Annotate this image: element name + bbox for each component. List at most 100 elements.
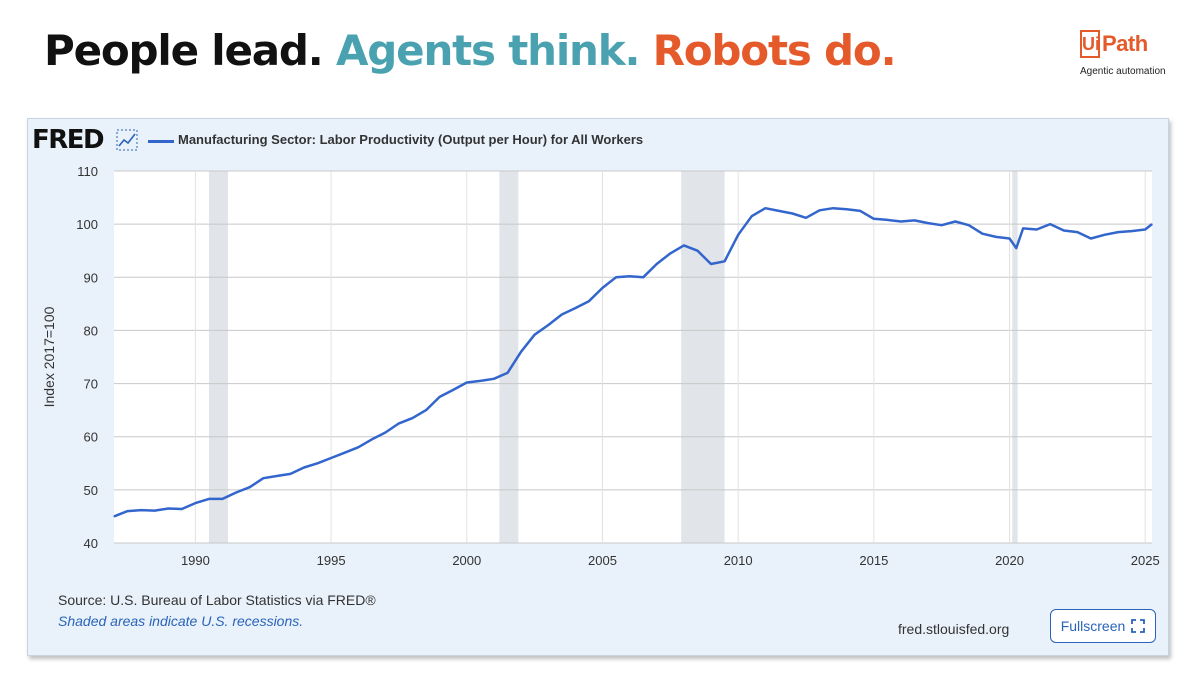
data-point (696, 250, 699, 252)
logo-ui-box: Ui (1080, 30, 1100, 58)
data-point (303, 466, 305, 469)
logo-path-text: Path (1102, 31, 1148, 56)
y-axis-label: Index 2017=100 (41, 306, 57, 407)
data-point (846, 208, 848, 210)
data-point (886, 219, 889, 221)
data-point (1103, 234, 1106, 236)
y-tick-label: 80 (84, 323, 98, 338)
data-point (113, 515, 115, 518)
data-point (941, 224, 943, 226)
data-point (249, 486, 251, 488)
data-point (1022, 227, 1024, 229)
recession-band (1012, 171, 1018, 543)
uipath-logo: Ui Path Agentic automation (1080, 30, 1170, 82)
fred-site-link[interactable]: fred.stlouisfed.org (898, 621, 1010, 637)
y-tick-label: 40 (84, 536, 98, 551)
data-point (547, 324, 549, 326)
data-point (683, 244, 685, 246)
y-tick-label: 90 (84, 270, 98, 285)
x-tick-label: 2025 (1131, 553, 1160, 568)
data-point (439, 396, 441, 398)
data-point (316, 462, 319, 464)
y-tick-label: 110 (77, 164, 98, 179)
recession-band (499, 171, 519, 543)
data-point (791, 212, 794, 215)
data-point (384, 431, 386, 434)
data-point (669, 252, 671, 254)
y-tick-label: 50 (84, 483, 98, 498)
data-point (561, 313, 563, 316)
data-point (425, 409, 427, 411)
x-tick-label: 1995 (317, 553, 346, 568)
y-tick-label: 70 (84, 377, 98, 392)
data-point (656, 263, 658, 265)
x-tick-label: 2005 (588, 553, 617, 568)
data-point (167, 507, 169, 510)
data-point (588, 300, 590, 302)
data-point (751, 215, 753, 217)
data-point (289, 473, 291, 475)
data-point (506, 372, 509, 374)
data-point (411, 417, 414, 419)
data-point (927, 222, 929, 224)
data-point (629, 275, 631, 277)
data-point (534, 334, 536, 336)
data-point (330, 457, 332, 459)
data-point (859, 210, 861, 212)
x-tick-label: 1990 (181, 553, 210, 568)
chart-canvas: 40 50 60 70 80 90 100 110 1990 1995 2000 2005 2010 20… (41, 164, 1160, 568)
data-point (913, 219, 916, 222)
fred-chart-card: 40 50 60 70 80 90 100 110 1990 1995 2000 2005 2010 20… (27, 118, 1169, 656)
fullscreen-button[interactable]: Fullscreen (1050, 609, 1156, 643)
source-text: Source: U.S. Bureau of Labor Statistics … (58, 592, 376, 608)
x-tick-label: 2010 (724, 553, 753, 568)
data-point (194, 502, 197, 504)
recession-note: Shaded areas indicate U.S. recessions. (58, 613, 304, 629)
headline-robots: Robots do. (652, 26, 897, 75)
fullscreen-label: Fullscreen (1060, 618, 1126, 634)
data-point (642, 276, 644, 278)
data-point (574, 307, 576, 309)
data-point (1049, 223, 1051, 225)
data-point (981, 233, 983, 235)
headline-people: People lead. (44, 26, 324, 75)
data-point (181, 508, 183, 510)
data-point (466, 381, 468, 384)
headline-agents: Agents think. (335, 26, 640, 75)
x-tick-label: 2020 (995, 553, 1024, 568)
data-point (1063, 229, 1065, 232)
expand-icon (1131, 619, 1146, 633)
data-point (1151, 223, 1153, 225)
data-point (995, 236, 997, 238)
data-point (737, 234, 739, 236)
data-point (1144, 228, 1146, 231)
data-point (1076, 231, 1078, 233)
legend-label: Manufacturing Sector: Labor Productivity… (178, 132, 644, 147)
x-tick-label: 2000 (452, 553, 481, 568)
data-point (1131, 230, 1133, 232)
data-point (371, 438, 373, 440)
headline: People lead. Agents think. Robots do. (44, 30, 897, 72)
data-point (832, 207, 834, 209)
data-point (805, 217, 807, 219)
y-tick-label: 60 (84, 430, 98, 445)
data-point (126, 510, 129, 512)
data-point (1036, 228, 1038, 231)
x-tick-label: 2015 (859, 553, 888, 568)
recession-band (681, 171, 725, 543)
data-point (140, 509, 142, 511)
recession-band (208, 171, 228, 543)
brand-tagline: Agentic automation (1080, 66, 1166, 77)
data-point (344, 452, 346, 454)
data-point (398, 422, 400, 425)
fred-logo: FRED (32, 125, 105, 155)
data-point (452, 389, 454, 391)
data-point (276, 475, 278, 477)
data-point (710, 263, 712, 265)
data-point (1015, 247, 1017, 249)
data-point (900, 220, 902, 223)
data-point (208, 498, 210, 500)
data-point (1117, 231, 1119, 233)
data-point (262, 477, 264, 479)
data-point (601, 287, 604, 289)
